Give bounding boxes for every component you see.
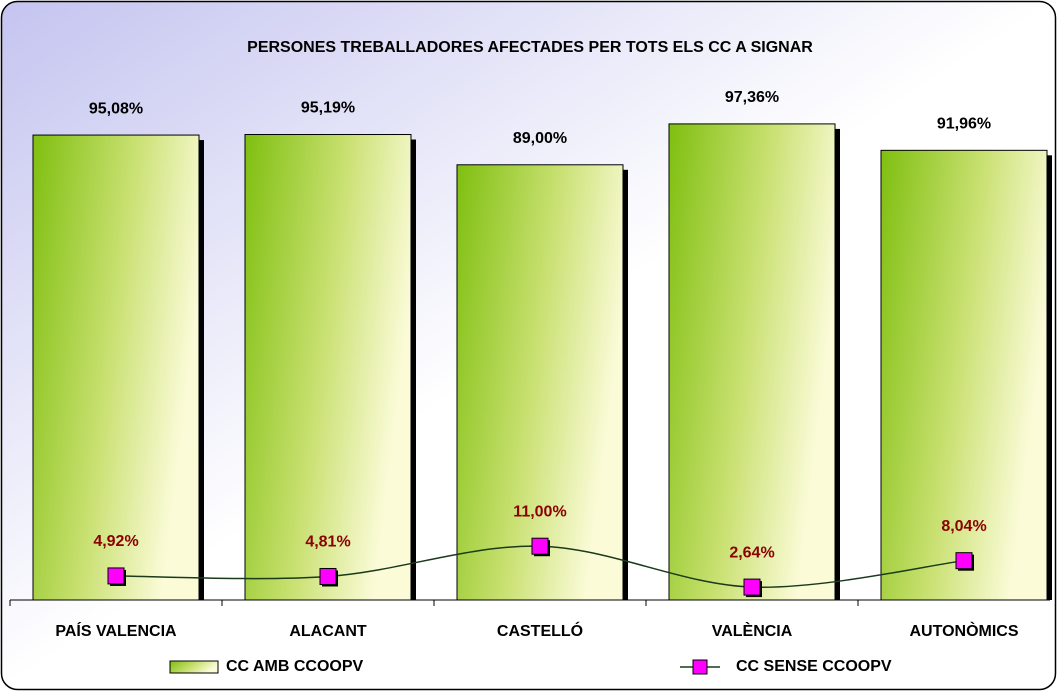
bar-value-label: 97,36% <box>725 89 779 106</box>
line-value-label: 4,81% <box>305 534 350 551</box>
legend-label: CC SENSE CCOOPV <box>736 658 892 675</box>
legend-swatch <box>169 660 219 674</box>
line-value-label: 4,92% <box>93 533 138 550</box>
x-tick-label: AUTONÒMICS <box>909 621 1018 640</box>
marker <box>955 552 973 570</box>
legend-swatch <box>692 659 708 675</box>
x-tick-label: PAÍS VALENCIA <box>55 621 177 640</box>
legend-label: CC AMB CCOOPV <box>226 658 364 675</box>
bar <box>456 164 624 601</box>
x-tick-label: ALACANT <box>289 623 367 640</box>
bar <box>244 134 412 601</box>
bar-value-label: 95,19% <box>301 100 355 117</box>
chart-title: PERSONES TREBALLADORES AFECTADES PER TOT… <box>247 39 813 56</box>
line-value-label: 8,04% <box>941 518 986 535</box>
x-tick-label: CASTELLÓ <box>497 621 583 640</box>
marker <box>743 578 761 596</box>
line-value-label: 2,64% <box>729 544 774 561</box>
bar <box>668 123 836 601</box>
marker <box>319 567 337 585</box>
bar-value-label: 91,96% <box>937 116 991 133</box>
x-tick-label: VALÈNCIA <box>712 621 793 640</box>
line-value-label: 11,00% <box>513 503 566 520</box>
bar-value-label: 89,00% <box>513 130 567 147</box>
marker <box>531 537 549 555</box>
bar <box>32 134 200 601</box>
bar-value-label: 95,08% <box>89 100 143 117</box>
bar <box>880 149 1048 601</box>
marker <box>107 567 125 585</box>
